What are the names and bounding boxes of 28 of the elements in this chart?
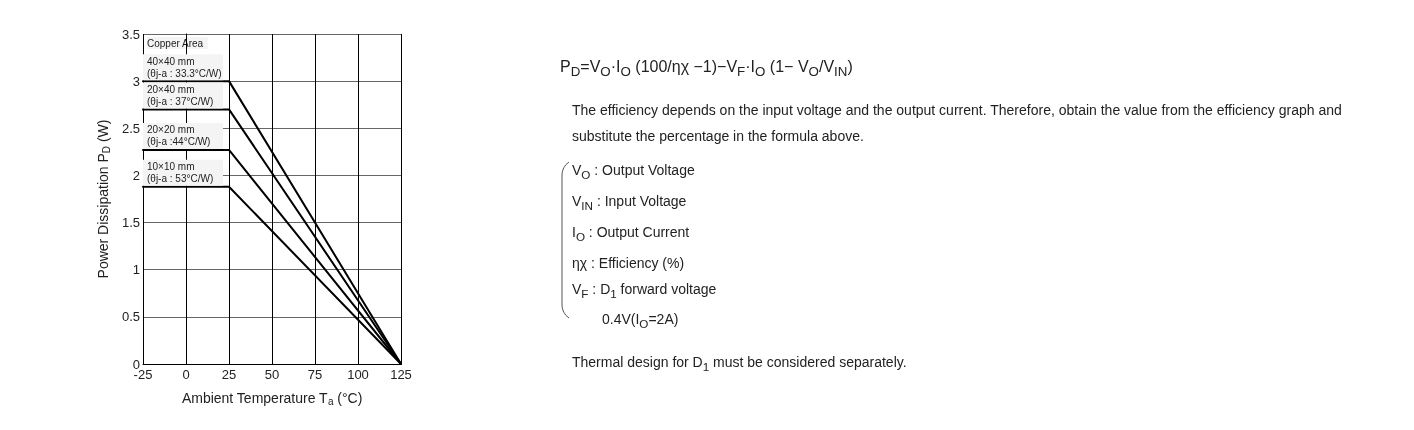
series-label: 20×40 mm (θj-a : 37°C/W) — [147, 83, 214, 107]
y-tick-label: 0.5 — [121, 309, 140, 325]
text: ηχ : Efficiency (%) — [572, 253, 686, 273]
y-tick-label: 3.5 — [121, 26, 140, 42]
y-tick-label: 1.5 — [121, 215, 140, 231]
x-tick-label: 0 — [182, 367, 190, 382]
x-tick-label: 25 — [221, 367, 237, 382]
text: Thermal design for D$_{1}$ must be considered separately. — [571, 353, 908, 375]
text: The efficiency depends on the input voltage and the output current. Therefore, obtain the value from the efficiency graph and substitute the percentage in the formula above. — [571, 101, 1343, 147]
text: I$_{O}$ : Output Current — [572, 222, 691, 245]
x-tick-label: 75 — [307, 367, 323, 382]
series-label: 10×10 mm (θj-a : 53°C/W) — [147, 161, 214, 185]
x-tick-label: 100 — [347, 367, 369, 382]
y-tick-label: 2.5 — [121, 120, 140, 136]
y-tick-label: 2 — [132, 167, 140, 183]
x-tick-label: 50 — [264, 367, 280, 382]
text: V$_{F}$ : D$_{1}$ forward voltage — [572, 279, 718, 302]
series-label: 20×20 mm (θj-a :44°C/W) — [147, 124, 211, 148]
x-axis-title: Ambient Temperature Ta (°C) — [181, 390, 363, 407]
text: V$_{O}$ : Output Voltage — [572, 161, 696, 183]
x-tick-label: 125 — [390, 367, 412, 382]
text: V$_{IN}$ : Input Voltage — [572, 192, 688, 214]
y-axis-title: Power Dissipation PD (W) — [95, 119, 112, 279]
series-label: 40×40 mm (θj-a : 33.3°C/W) — [147, 55, 222, 79]
text: 0.4V(I$_{O}$=2A) — [601, 310, 680, 333]
y-tick-label: 3 — [132, 73, 140, 89]
y-tick-label: 1 — [132, 262, 140, 278]
text: P$_{D}$=V$_{O}$·I$_{O}$ (100/ηχ −1)−V$_{F}$·I$_{O}$ (1− V$_{O}$/V$_{IN}$) — [560, 58, 853, 80]
